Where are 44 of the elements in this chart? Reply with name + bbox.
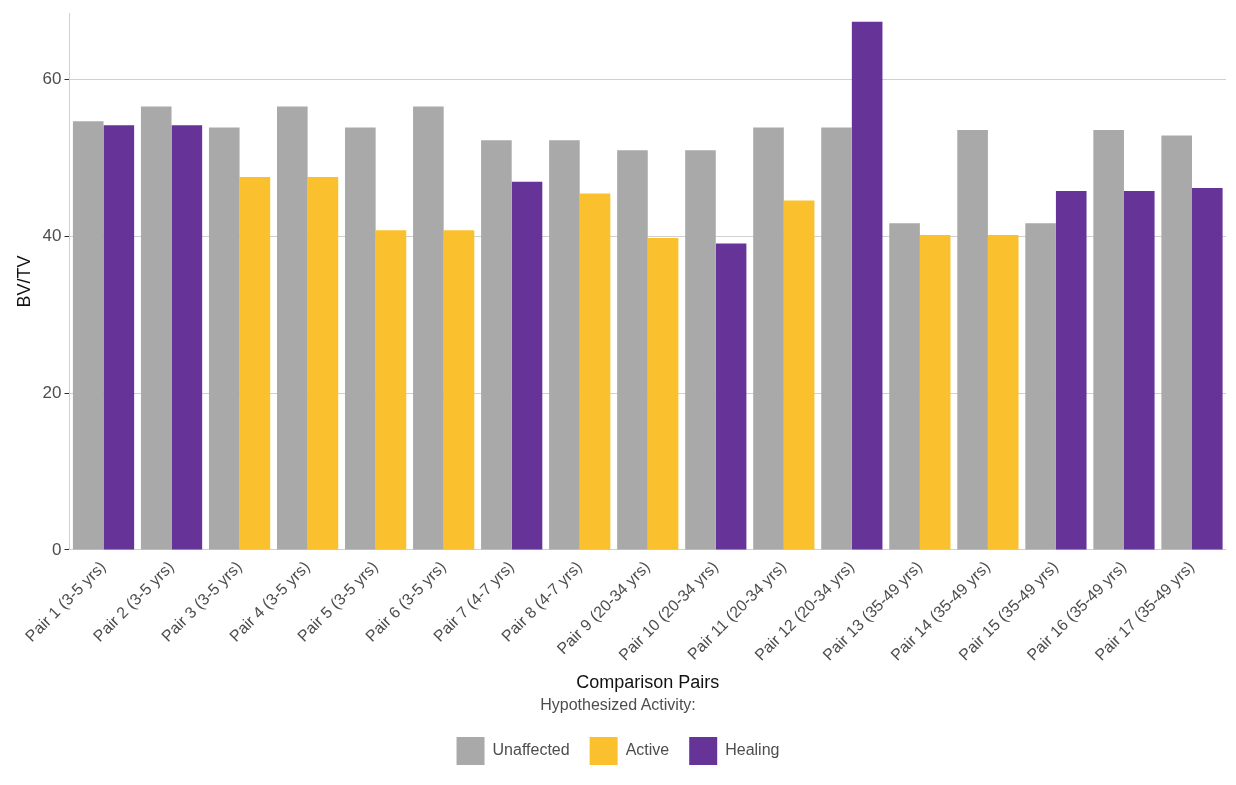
bar [919, 234, 951, 550]
bar [957, 129, 988, 550]
bar [140, 106, 172, 550]
bar [72, 121, 104, 550]
bar [579, 193, 611, 550]
bar [239, 176, 271, 550]
bar [481, 140, 512, 550]
y-tick-label: 20 [42, 382, 62, 402]
x-axis-title: Comparison Pairs [576, 671, 720, 692]
bar [549, 140, 580, 550]
bar [821, 127, 852, 550]
bar [103, 125, 135, 550]
bar [345, 127, 376, 550]
bar [208, 127, 240, 550]
bar [1025, 223, 1056, 550]
bar [277, 106, 308, 550]
bar [443, 230, 475, 550]
bar [987, 234, 1019, 550]
bar [511, 181, 543, 550]
bar [1123, 191, 1155, 550]
bar [171, 125, 203, 550]
bar [617, 150, 648, 550]
bar [783, 200, 815, 550]
bar [889, 223, 920, 550]
bar [413, 106, 444, 550]
legend-title: Hypothesized Activity: [540, 696, 696, 714]
y-tick-label: 0 [52, 539, 62, 559]
bar [715, 243, 747, 550]
bar [685, 150, 716, 550]
y-tick-label: 40 [42, 226, 62, 246]
bar [375, 230, 407, 550]
bar [1161, 135, 1192, 550]
legend-label: Active [625, 741, 670, 759]
bar [307, 176, 339, 550]
bar [1093, 129, 1124, 550]
legend-label: Unaffected [492, 741, 570, 759]
y-tick-label: 60 [42, 69, 62, 89]
bar [753, 127, 784, 550]
bar [1191, 187, 1223, 550]
bar [851, 21, 883, 550]
legend-label: Healing [725, 741, 780, 759]
y-axis-title: BV/TV [13, 255, 34, 308]
bar [647, 238, 679, 550]
bar [1055, 191, 1087, 550]
